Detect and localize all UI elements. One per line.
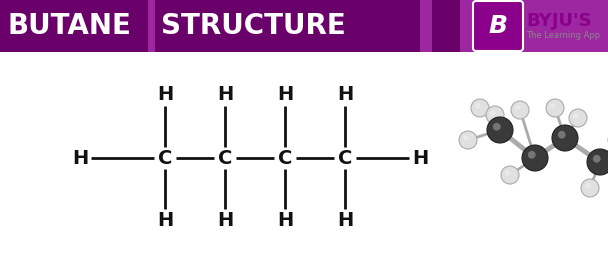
Text: H: H bbox=[337, 211, 353, 229]
Text: H: H bbox=[217, 211, 233, 229]
Ellipse shape bbox=[459, 131, 477, 149]
Ellipse shape bbox=[475, 103, 480, 109]
Text: C: C bbox=[218, 149, 232, 168]
FancyBboxPatch shape bbox=[473, 1, 523, 51]
FancyBboxPatch shape bbox=[0, 0, 608, 52]
Ellipse shape bbox=[528, 151, 536, 159]
Text: C: C bbox=[338, 149, 352, 168]
Text: C: C bbox=[278, 149, 292, 168]
Ellipse shape bbox=[573, 113, 578, 118]
Ellipse shape bbox=[552, 125, 578, 151]
Ellipse shape bbox=[587, 149, 608, 175]
Ellipse shape bbox=[463, 135, 468, 140]
Ellipse shape bbox=[581, 179, 599, 197]
Text: STRUCTURE: STRUCTURE bbox=[161, 12, 346, 40]
Text: H: H bbox=[157, 211, 173, 229]
Text: H: H bbox=[277, 86, 293, 104]
FancyBboxPatch shape bbox=[155, 0, 420, 52]
FancyBboxPatch shape bbox=[0, 0, 148, 52]
Ellipse shape bbox=[550, 103, 556, 109]
Ellipse shape bbox=[593, 155, 601, 163]
FancyBboxPatch shape bbox=[432, 0, 460, 52]
Text: H: H bbox=[72, 149, 88, 168]
Ellipse shape bbox=[569, 109, 587, 127]
Text: H: H bbox=[337, 86, 353, 104]
Ellipse shape bbox=[501, 166, 519, 184]
Ellipse shape bbox=[522, 145, 548, 171]
Ellipse shape bbox=[558, 131, 565, 139]
Ellipse shape bbox=[546, 99, 564, 117]
Ellipse shape bbox=[585, 183, 590, 188]
Ellipse shape bbox=[493, 123, 500, 131]
Text: BYJU'S: BYJU'S bbox=[526, 12, 592, 30]
Text: H: H bbox=[277, 211, 293, 229]
Text: H: H bbox=[412, 149, 428, 168]
Text: H: H bbox=[217, 86, 233, 104]
Ellipse shape bbox=[515, 105, 520, 110]
Text: The Learning App: The Learning App bbox=[526, 31, 600, 40]
Ellipse shape bbox=[486, 106, 504, 124]
Ellipse shape bbox=[471, 99, 489, 117]
Ellipse shape bbox=[487, 117, 513, 143]
Text: H: H bbox=[157, 86, 173, 104]
Ellipse shape bbox=[505, 170, 511, 175]
Ellipse shape bbox=[511, 101, 529, 119]
Ellipse shape bbox=[490, 110, 496, 115]
Text: C: C bbox=[158, 149, 172, 168]
Text: B: B bbox=[488, 14, 508, 38]
Text: BUTANE: BUTANE bbox=[8, 12, 132, 40]
